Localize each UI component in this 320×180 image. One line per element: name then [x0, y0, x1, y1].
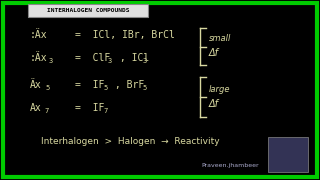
Text: 3: 3 [143, 58, 147, 64]
Text: large: large [209, 84, 230, 93]
Text: Ax: Ax [30, 103, 42, 113]
Text: =  IF: = IF [75, 80, 104, 90]
Bar [28, 4, 148, 17]
Text: 5: 5 [103, 85, 107, 91]
Text: 5: 5 [142, 85, 146, 91]
Text: Δf: Δf [209, 99, 219, 109]
Text: =  ICl, IBr, BrCl: = ICl, IBr, BrCl [75, 30, 175, 40]
Text: , BrF: , BrF [109, 80, 144, 90]
Bar [268, 137, 308, 172]
Text: Äx: Äx [30, 80, 42, 90]
Text: 3: 3 [49, 58, 53, 64]
Text: Δf: Δf [209, 48, 219, 58]
Text: :Äx: :Äx [30, 30, 48, 40]
Text: INTERHALOGEN COMPOUNDS: INTERHALOGEN COMPOUNDS [47, 8, 129, 13]
Text: Interhalogen  >  Halogen  →  Reactivity: Interhalogen > Halogen → Reactivity [41, 138, 219, 147]
Text: 7: 7 [44, 108, 48, 114]
Text: :Äx: :Äx [30, 53, 48, 63]
Text: small: small [209, 34, 231, 43]
Text: 5: 5 [45, 85, 49, 91]
Text: =  IF: = IF [75, 103, 104, 113]
Text: , ICl: , ICl [114, 53, 149, 63]
Text: Praveen.jhambeer: Praveen.jhambeer [201, 163, 259, 168]
Text: 3: 3 [108, 58, 112, 64]
Text: 7: 7 [103, 108, 107, 114]
Text: =  ClF: = ClF [75, 53, 110, 63]
